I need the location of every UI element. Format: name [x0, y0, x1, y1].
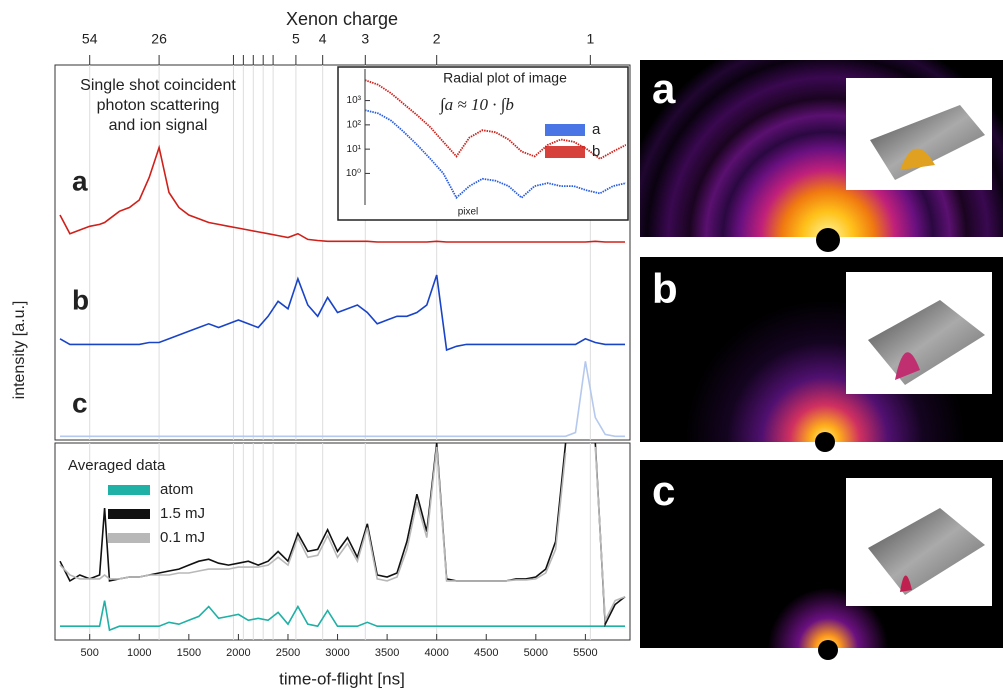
- panel-title: Averaged data: [68, 457, 166, 474]
- x-tick-label: 3500: [375, 647, 399, 659]
- image-panels: a b c: [640, 60, 1003, 660]
- series-line: [365, 109, 626, 200]
- x-tick-label: 3000: [325, 647, 349, 659]
- legend-label: b: [592, 143, 600, 160]
- x-tick-label: 5500: [573, 647, 597, 659]
- legend-label: 1.5 mJ: [160, 505, 205, 522]
- series-line: [59, 274, 625, 352]
- x2-tick-label: 54: [82, 31, 98, 47]
- legend-swatch: [545, 124, 585, 136]
- inset-title: Radial plot of image: [443, 70, 567, 86]
- x-tick-label: 1000: [127, 647, 151, 659]
- surface-peak: [900, 575, 912, 592]
- x2-tick-label: 4: [319, 31, 327, 47]
- surface: [870, 105, 985, 180]
- annotation: Single shot coincident: [80, 77, 236, 94]
- legend-label: atom: [160, 481, 193, 498]
- beam-stop: [818, 640, 838, 660]
- x2-tick-label: 1: [586, 31, 594, 47]
- annotation: and ion signal: [109, 117, 208, 134]
- y-tick-label: 10⁰: [346, 168, 361, 179]
- surface-peak: [900, 148, 935, 170]
- x-tick-label: 2500: [276, 647, 300, 659]
- x2-tick-label: 5: [292, 31, 300, 47]
- y-tick-label: 10³: [347, 95, 362, 106]
- x2-tick-label: 2: [433, 31, 441, 47]
- legend-swatch: [108, 485, 150, 495]
- x2-tick-label: 26: [151, 31, 167, 47]
- legend-label: 0.1 mJ: [160, 529, 205, 546]
- legend-swatch: [545, 146, 585, 158]
- legend-swatch: [108, 509, 150, 519]
- series-label: a: [72, 165, 88, 196]
- annotation: photon scattering: [97, 97, 220, 114]
- series-label: c: [72, 387, 88, 418]
- formula: ∫a ≈ 10 · ∫b: [439, 95, 514, 115]
- x2-axis-title: Xenon charge: [286, 9, 398, 29]
- x-tick-label: 2000: [226, 647, 250, 659]
- x-axis-title: pixel: [458, 207, 479, 218]
- legend-label: a: [592, 121, 601, 138]
- x-tick-label: 500: [81, 647, 99, 659]
- legend-swatch: [108, 533, 150, 543]
- surface-peak: [895, 352, 920, 380]
- series-line: [60, 361, 625, 438]
- panel-label: c: [652, 467, 675, 514]
- series-line: [59, 446, 626, 624]
- y-tick-label: 10¹: [347, 144, 362, 155]
- x2-tick-label: 3: [361, 31, 369, 47]
- x-tick-label: 1500: [177, 647, 201, 659]
- plot-frame: [54, 64, 631, 441]
- surface: [868, 300, 985, 385]
- x-tick-label: 4000: [424, 647, 448, 659]
- y-axis-title: intensity [a.u.]: [11, 301, 28, 400]
- panel-label: a: [652, 65, 676, 112]
- x-tick-label: 4500: [474, 647, 498, 659]
- x-axis-title: time-of-flight [ns]: [279, 669, 405, 688]
- series-label: b: [72, 284, 89, 315]
- series-line: [60, 600, 625, 632]
- x-tick-label: 5000: [524, 647, 548, 659]
- beam-stop: [815, 432, 835, 452]
- inset-frame: [337, 66, 629, 221]
- surface: [868, 508, 985, 595]
- y-tick-label: 10²: [347, 120, 362, 131]
- plot-frame: [54, 442, 631, 641]
- panel-label: b: [652, 265, 678, 312]
- beam-stop: [816, 228, 840, 252]
- series-line: [59, 144, 625, 243]
